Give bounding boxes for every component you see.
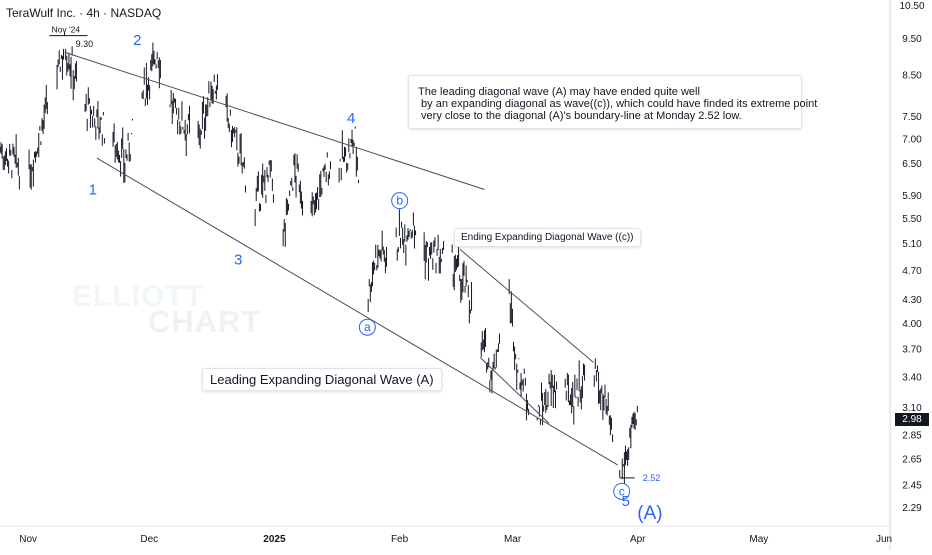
y-tick-label: 8.50	[902, 71, 922, 82]
wave-label: (A)	[637, 503, 662, 524]
wave-label: 3	[234, 252, 242, 269]
wave-label-circle	[613, 482, 631, 500]
trendline	[459, 249, 594, 363]
trendline	[96, 157, 618, 466]
x-tick-label: Apr	[630, 534, 646, 545]
wave-label: b	[396, 194, 403, 208]
wave-label: 1	[89, 181, 97, 198]
y-tick-label: 5.50	[902, 214, 922, 225]
y-tick-label: 5.90	[902, 191, 922, 202]
y-tick-label: 6.50	[902, 159, 922, 170]
y-tick-label: 4.70	[902, 266, 922, 277]
y-tick-label: 4.30	[902, 295, 922, 306]
y-tick-label: 10.50	[899, 1, 924, 12]
wave-label-circle	[358, 318, 376, 336]
y-tick-label: 5.10	[902, 239, 922, 250]
x-tick-label: 2025	[263, 534, 286, 545]
y-tick-label: 2.29	[902, 503, 922, 514]
x-tick-label: Feb	[391, 534, 409, 545]
trendline	[480, 357, 550, 424]
y-tick-label: 2.45	[902, 481, 922, 492]
x-tick-label: Mar	[504, 534, 522, 545]
chart-header-title: TeraWulf Inc. · 4h · NASDAQ	[6, 6, 162, 20]
x-tick-label: Nov	[19, 534, 37, 545]
y-tick-label: 3.10	[902, 403, 922, 414]
y-tick-label: 7.00	[902, 135, 922, 146]
watermark-line2: CHART	[148, 304, 262, 339]
wave-label: 5	[622, 493, 630, 510]
wave-label: 2	[133, 32, 141, 49]
last-price-tag: 2.98	[895, 413, 929, 426]
wave-label: a	[364, 320, 371, 334]
wave-label: 4	[347, 110, 355, 127]
y-tick-label: 4.00	[902, 319, 922, 330]
leading-diagonal-label[interactable]: Leading Expanding Diagonal Wave (A)	[202, 368, 442, 391]
x-tick-label: May	[749, 534, 768, 545]
trendline	[64, 51, 485, 190]
x-tick-label: Jun	[876, 534, 892, 545]
wave-label-circle	[391, 192, 409, 210]
watermark-line1: ELLIOTT	[72, 280, 204, 313]
ending-diagonal-label[interactable]: Ending Expanding Diagonal Wave ((c))	[454, 228, 641, 247]
y-tick-label: 9.50	[902, 34, 922, 45]
y-tick-label: 2.85	[902, 431, 922, 442]
high-value-label: 9.30	[76, 39, 94, 49]
x-tick-label: Dec	[140, 534, 158, 545]
wave-label: c	[619, 484, 625, 498]
analysis-note[interactable]: The leading diagonal wave (A) may have e…	[408, 75, 817, 129]
y-tick-label: 3.40	[902, 373, 922, 384]
high-date-marker: Nov '24	[51, 25, 80, 35]
y-tick-label: 2.65	[902, 455, 922, 466]
y-tick-label: 3.70	[902, 345, 922, 356]
low-value-label: 2.52	[643, 473, 661, 483]
y-tick-label: 7.50	[902, 112, 922, 123]
